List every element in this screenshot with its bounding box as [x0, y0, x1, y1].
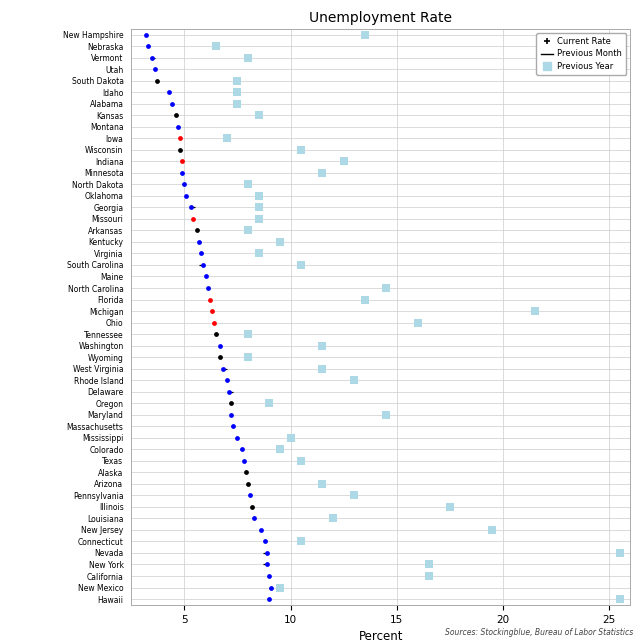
Point	[583, 64, 593, 74]
Point	[285, 433, 296, 443]
Point	[221, 133, 232, 143]
Point	[147, 52, 157, 63]
Point	[317, 168, 328, 178]
Point	[260, 536, 270, 547]
Point	[381, 410, 391, 420]
Point	[239, 456, 249, 466]
Point	[241, 467, 251, 477]
Legend: Current Rate, Previous Month, Previous Year: Current Rate, Previous Month, Previous Y…	[536, 33, 626, 75]
Point	[487, 525, 497, 535]
Point	[262, 548, 272, 558]
Point	[221, 375, 232, 385]
Point	[211, 329, 221, 339]
Point	[166, 99, 177, 109]
Point	[175, 133, 185, 143]
Point	[349, 490, 360, 500]
Point	[445, 502, 455, 512]
Point	[381, 283, 391, 293]
Point	[317, 340, 328, 351]
Point	[228, 421, 238, 431]
Point	[243, 479, 253, 489]
Point	[175, 145, 185, 155]
Point	[264, 594, 275, 604]
Point	[264, 571, 275, 581]
Point	[275, 444, 285, 454]
Point	[188, 214, 198, 224]
Point	[243, 52, 253, 63]
Point	[164, 87, 175, 97]
Point	[232, 76, 243, 86]
Point	[255, 525, 266, 535]
Point	[198, 260, 209, 270]
Point	[177, 168, 188, 178]
Point	[328, 513, 338, 524]
Point	[194, 237, 204, 247]
Point	[266, 582, 276, 593]
Point	[224, 387, 234, 397]
Point	[360, 294, 370, 305]
Point	[253, 248, 264, 259]
Point	[192, 225, 202, 236]
Point	[243, 179, 253, 189]
Point	[211, 41, 221, 51]
Point	[232, 99, 243, 109]
Point	[317, 479, 328, 489]
Point	[215, 340, 225, 351]
Point	[275, 237, 285, 247]
Title: Unemployment Rate: Unemployment Rate	[309, 11, 452, 25]
Point	[614, 594, 625, 604]
Point	[424, 559, 434, 570]
Point	[253, 110, 264, 120]
Point	[150, 64, 160, 74]
Point	[247, 502, 257, 512]
Point	[218, 364, 228, 374]
Point	[253, 191, 264, 201]
Point	[226, 398, 236, 408]
Point	[179, 179, 189, 189]
Point	[243, 329, 253, 339]
Point	[243, 352, 253, 362]
Point	[253, 202, 264, 212]
Point	[296, 145, 307, 155]
X-axis label: Percent: Percent	[358, 630, 403, 640]
Point	[232, 87, 243, 97]
Point	[253, 214, 264, 224]
Point	[275, 582, 285, 593]
Point	[296, 260, 307, 270]
Point	[232, 433, 243, 443]
Point	[205, 294, 215, 305]
Point	[349, 375, 360, 385]
Point	[226, 410, 236, 420]
Point	[237, 444, 247, 454]
Point	[141, 29, 151, 40]
Point	[245, 490, 255, 500]
Point	[200, 271, 211, 282]
Point	[196, 248, 207, 259]
Text: Sources: Stockingblue, Bureau of Labor Statistics: Sources: Stockingblue, Bureau of Labor S…	[445, 628, 634, 637]
Point	[264, 398, 275, 408]
Point	[202, 283, 212, 293]
Point	[262, 559, 272, 570]
Point	[424, 571, 434, 581]
Point	[243, 225, 253, 236]
Point	[207, 306, 217, 316]
Point	[296, 456, 307, 466]
Point	[215, 352, 225, 362]
Point	[173, 122, 183, 132]
Point	[181, 191, 191, 201]
Point	[317, 364, 328, 374]
Point	[209, 317, 219, 328]
Point	[250, 513, 260, 524]
Point	[152, 76, 162, 86]
Point	[171, 110, 181, 120]
Point	[177, 156, 188, 166]
Point	[143, 41, 154, 51]
Point	[530, 306, 540, 316]
Point	[614, 548, 625, 558]
Point	[186, 202, 196, 212]
Point	[339, 156, 349, 166]
Point	[413, 317, 423, 328]
Point	[296, 536, 307, 547]
Point	[360, 29, 370, 40]
